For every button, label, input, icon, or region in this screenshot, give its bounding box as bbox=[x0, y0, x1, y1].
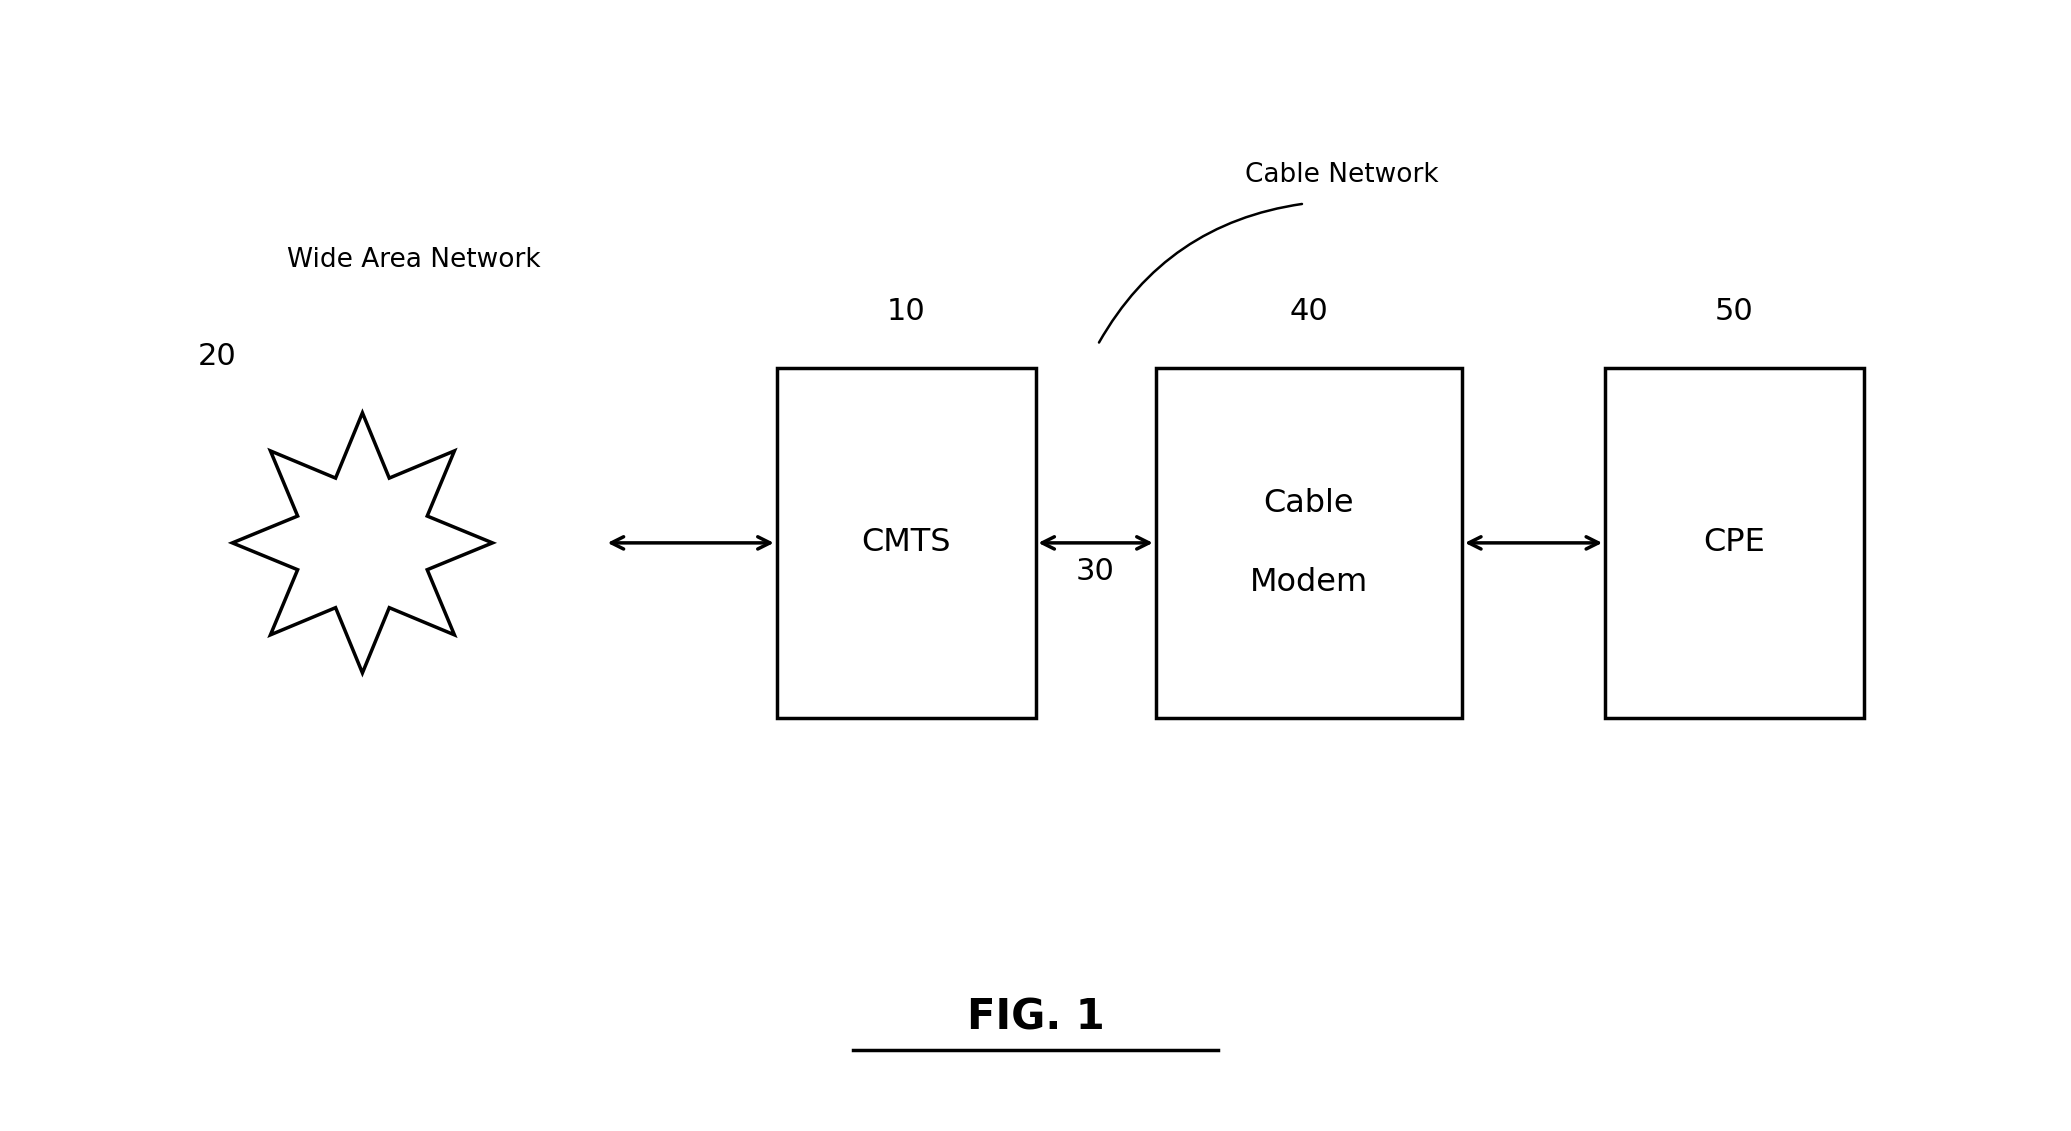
Text: 40: 40 bbox=[1290, 296, 1328, 326]
Text: Modem: Modem bbox=[1249, 567, 1369, 598]
Text: 20: 20 bbox=[199, 342, 236, 371]
Text: FIG. 1: FIG. 1 bbox=[967, 996, 1104, 1039]
Text: Wide Area Network: Wide Area Network bbox=[288, 248, 541, 273]
Text: CMTS: CMTS bbox=[862, 527, 951, 559]
FancyBboxPatch shape bbox=[1605, 368, 1864, 718]
Text: CPE: CPE bbox=[1704, 527, 1764, 559]
Text: 10: 10 bbox=[886, 296, 926, 326]
Text: 50: 50 bbox=[1715, 296, 1754, 326]
FancyBboxPatch shape bbox=[777, 368, 1036, 718]
FancyBboxPatch shape bbox=[1156, 368, 1462, 718]
Text: 30: 30 bbox=[1077, 556, 1114, 586]
Text: Cable Network: Cable Network bbox=[1245, 163, 1439, 188]
Text: Cable: Cable bbox=[1263, 487, 1354, 519]
